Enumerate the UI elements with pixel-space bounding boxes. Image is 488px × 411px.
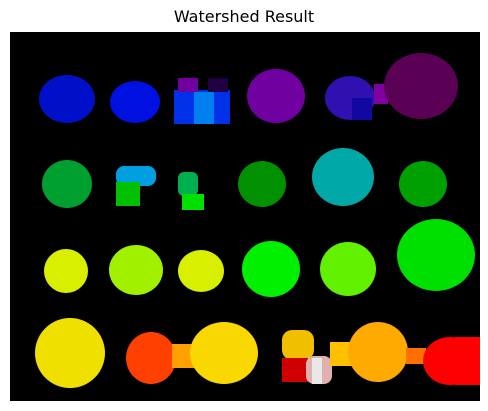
- segmentation-canvas: [10, 32, 480, 401]
- region-r1-4: [247, 69, 305, 123]
- region-r3-6: [397, 219, 475, 291]
- region-r3-5: [320, 242, 376, 296]
- region-r4-1: [35, 318, 105, 388]
- region-r2-4: [238, 161, 286, 207]
- segmentation-image: [10, 32, 480, 401]
- region-r4-5: [348, 322, 426, 382]
- region-r1-1: [39, 75, 95, 123]
- region-r1-6: [384, 53, 458, 119]
- region-r4-4: [282, 330, 352, 384]
- region-r2-6: [399, 161, 447, 207]
- region-r1-3: [174, 78, 230, 124]
- region-r3-1: [44, 249, 88, 293]
- region-r1-2: [110, 81, 160, 123]
- region-r3-3: [178, 250, 224, 292]
- region-r4-3: [190, 322, 258, 384]
- region-r3-2: [109, 245, 163, 295]
- region-r4-6: [423, 337, 480, 385]
- region-r2-1: [42, 160, 92, 208]
- region-r1-5: [325, 76, 388, 120]
- figure-title: Watershed Result: [0, 7, 488, 26]
- region-r2-5: [312, 148, 374, 206]
- region-r2-2: [116, 166, 156, 206]
- region-r3-4: [242, 241, 300, 297]
- region-r4-2: [126, 332, 196, 384]
- region-r2-3: [178, 172, 204, 210]
